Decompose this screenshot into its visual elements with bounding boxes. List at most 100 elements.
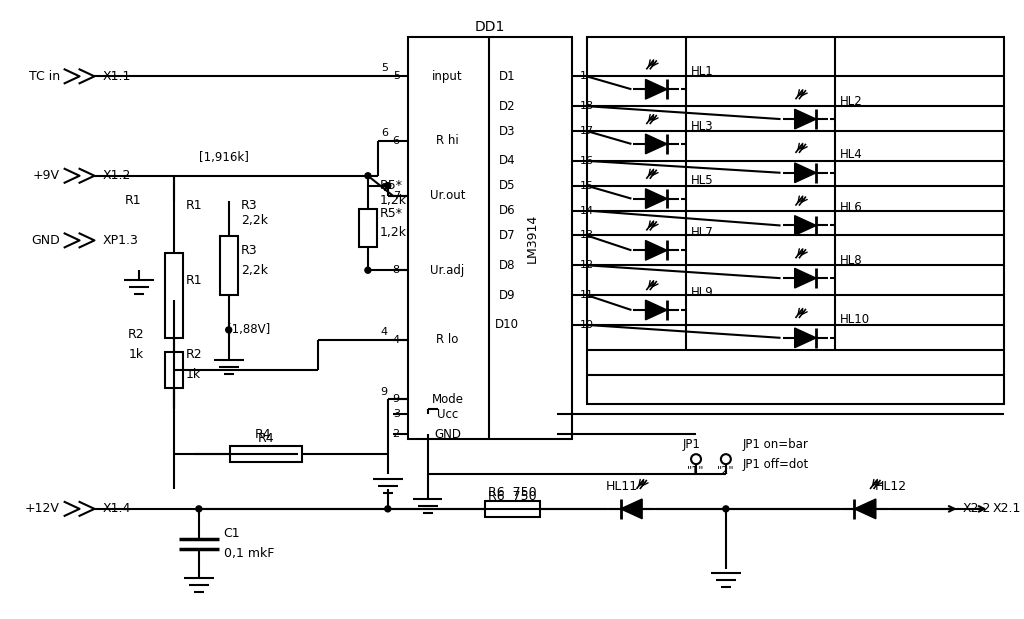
- Circle shape: [225, 327, 231, 333]
- Text: D4: D4: [499, 154, 515, 167]
- Text: 3: 3: [393, 409, 399, 420]
- Text: JP1 on=bar: JP1 on=bar: [742, 438, 809, 451]
- Text: JP1 off=dot: JP1 off=dot: [742, 457, 809, 470]
- Text: HL2: HL2: [841, 95, 863, 108]
- Circle shape: [365, 173, 371, 179]
- Circle shape: [196, 506, 202, 512]
- Text: 4: 4: [381, 327, 388, 337]
- Text: HL8: HL8: [841, 254, 863, 267]
- Text: 2,2k: 2,2k: [241, 214, 267, 227]
- Circle shape: [723, 506, 729, 512]
- Text: 11: 11: [580, 290, 594, 300]
- Text: TC in: TC in: [29, 70, 59, 83]
- Text: 9: 9: [381, 386, 388, 397]
- Bar: [220, 236, 238, 295]
- Text: [1,916k]: [1,916k]: [199, 152, 249, 165]
- Text: R3: R3: [241, 244, 257, 257]
- Text: GND: GND: [434, 428, 461, 441]
- Text: 9: 9: [392, 394, 399, 404]
- Polygon shape: [795, 215, 816, 235]
- Circle shape: [385, 183, 391, 189]
- Polygon shape: [795, 109, 816, 129]
- Text: 2,2k: 2,2k: [241, 264, 267, 277]
- Text: 1k: 1k: [129, 348, 144, 361]
- Text: HL4: HL4: [841, 149, 863, 162]
- Text: Ur.adj: Ur.adj: [430, 264, 465, 277]
- Text: R hi: R hi: [436, 134, 459, 147]
- Text: 0,1 mkF: 0,1 mkF: [223, 547, 274, 560]
- Text: JP1: JP1: [682, 438, 700, 451]
- Polygon shape: [645, 189, 667, 209]
- Text: XP1.3: XP1.3: [102, 234, 138, 247]
- Text: DD1: DD1: [474, 20, 505, 33]
- Text: R1: R1: [186, 274, 203, 287]
- Text: X1.2: X1.2: [102, 169, 131, 182]
- Text: D3: D3: [499, 124, 515, 137]
- Polygon shape: [645, 79, 667, 99]
- Text: 18: 18: [580, 101, 594, 111]
- Text: Ur.out: Ur.out: [430, 189, 465, 202]
- Text: 6: 6: [393, 136, 399, 146]
- Bar: [408, 37, 571, 439]
- Polygon shape: [645, 241, 667, 260]
- Text: 13: 13: [580, 230, 594, 240]
- Text: HL6: HL6: [841, 201, 863, 214]
- Text: 2: 2: [392, 430, 399, 439]
- Polygon shape: [645, 300, 667, 320]
- Text: HL3: HL3: [691, 119, 714, 132]
- Text: +9V: +9V: [33, 169, 59, 182]
- Text: 10: 10: [580, 320, 594, 330]
- Text: Ucc: Ucc: [437, 408, 458, 421]
- Text: 1,2k: 1,2k: [380, 227, 407, 240]
- Text: 7: 7: [381, 183, 388, 193]
- Bar: [165, 352, 183, 387]
- Text: R5*: R5*: [380, 180, 402, 193]
- Text: 16: 16: [580, 156, 594, 166]
- Text: D2: D2: [499, 100, 515, 113]
- Text: LM3914: LM3914: [525, 214, 539, 262]
- Text: 8: 8: [392, 265, 399, 275]
- Text: HL11: HL11: [605, 480, 638, 493]
- Polygon shape: [795, 163, 816, 183]
- Polygon shape: [854, 499, 876, 519]
- Text: 1: 1: [580, 71, 587, 81]
- Polygon shape: [645, 134, 667, 154]
- Text: X1.4: X1.4: [102, 503, 131, 516]
- Text: D10: D10: [496, 318, 519, 331]
- Text: "2": "2": [717, 466, 734, 476]
- Text: R3: R3: [241, 199, 257, 212]
- Text: C1: C1: [223, 527, 241, 540]
- Bar: [230, 446, 302, 462]
- Text: R4: R4: [255, 428, 271, 441]
- Circle shape: [365, 267, 371, 273]
- Bar: [165, 253, 183, 339]
- Text: "1": "1": [687, 466, 705, 476]
- Text: 15: 15: [580, 181, 594, 191]
- Text: +12V: +12V: [25, 503, 59, 516]
- Text: HL9: HL9: [691, 285, 714, 298]
- Text: R5*: R5*: [380, 207, 402, 220]
- Text: 6: 6: [381, 128, 388, 138]
- Text: 5: 5: [393, 71, 399, 81]
- Text: R6  750: R6 750: [487, 487, 537, 500]
- Text: 14: 14: [580, 206, 594, 215]
- Text: R4: R4: [258, 432, 274, 445]
- Text: 5: 5: [381, 63, 388, 74]
- Text: X1.1: X1.1: [102, 70, 131, 83]
- Text: 1,2k: 1,2k: [380, 194, 407, 207]
- Polygon shape: [795, 268, 816, 288]
- Text: R1: R1: [186, 199, 203, 212]
- Text: 1k: 1k: [186, 368, 201, 381]
- Text: D7: D7: [499, 229, 515, 242]
- Text: HL5: HL5: [691, 174, 714, 187]
- Text: R1: R1: [124, 194, 141, 207]
- Text: D8: D8: [499, 259, 515, 272]
- Text: R lo: R lo: [436, 333, 459, 346]
- Text: X2.1: X2.1: [992, 503, 1021, 516]
- Text: HL10: HL10: [841, 313, 870, 326]
- Text: input: input: [432, 70, 463, 83]
- Text: HL1: HL1: [691, 65, 714, 78]
- Text: 12: 12: [580, 260, 594, 271]
- Text: 7: 7: [392, 191, 399, 201]
- Polygon shape: [795, 328, 816, 348]
